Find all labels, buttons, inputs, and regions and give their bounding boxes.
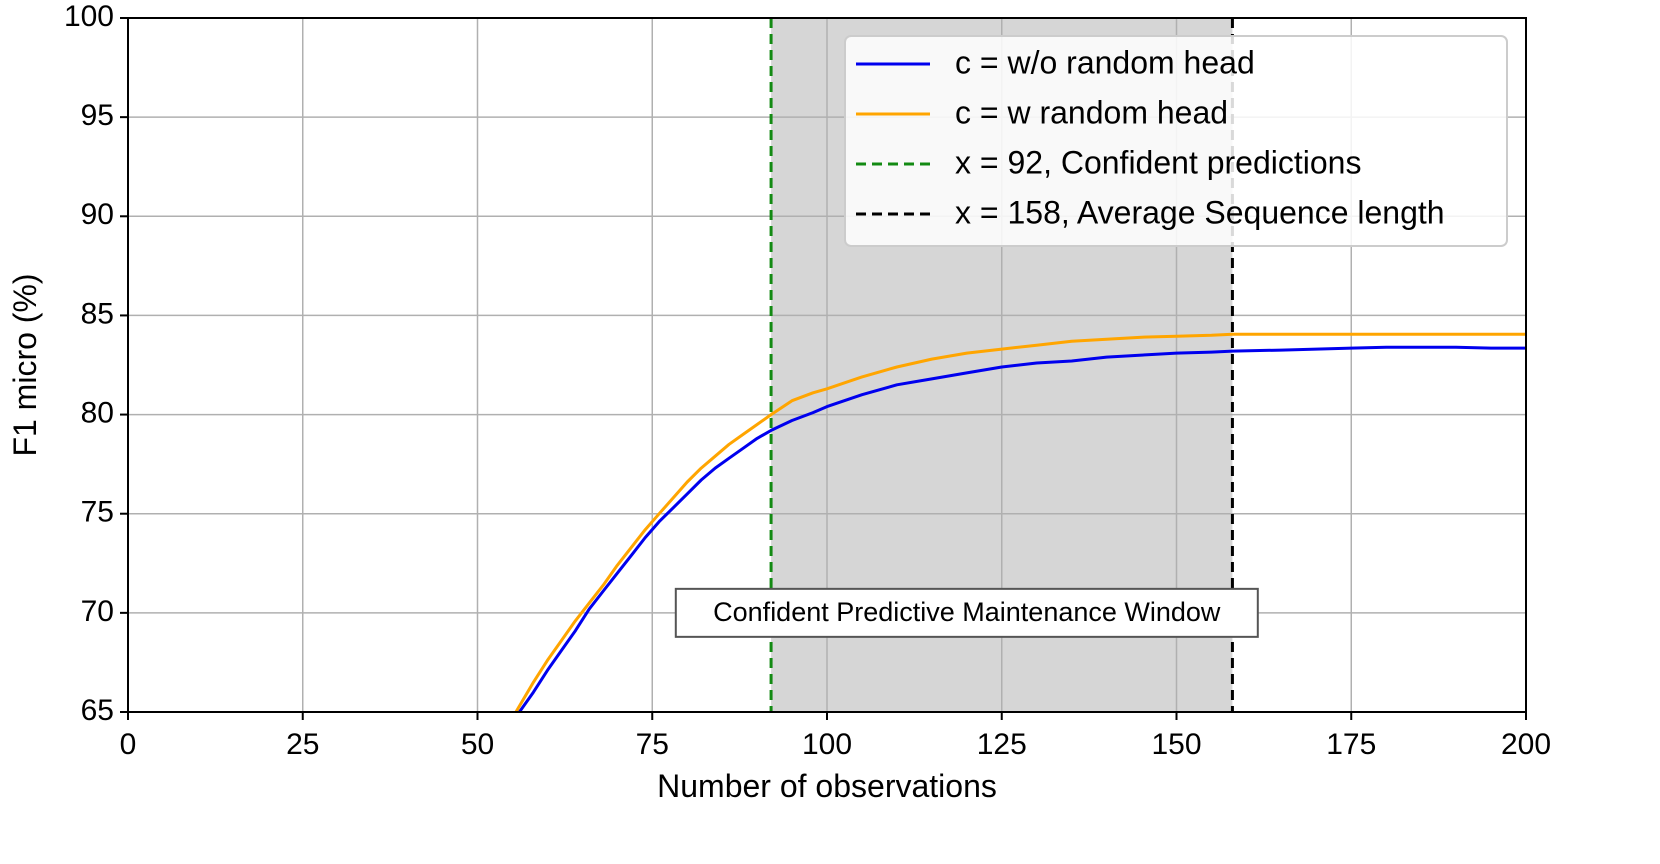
y-tick-label: 85 [81,297,114,330]
series-line-1 [514,332,1526,713]
y-tick-label: 80 [81,396,114,429]
series-line-0 [518,345,1526,713]
x-tick-label: 75 [636,728,669,761]
y-tick-label: 75 [81,496,114,529]
x-tick-label: 50 [461,728,494,761]
x-tick-label: 200 [1501,728,1551,761]
x-tick-label: 150 [1151,728,1201,761]
x-tick-label: 25 [286,728,319,761]
legend: c = w/o random head c = w random head x … [844,35,1508,247]
legend-label-vline-92: x = 92, Confident predictions [955,144,1361,180]
y-axis-label: F1 micro (%) [7,273,43,456]
x-tick-label: 175 [1326,728,1376,761]
annotation-text: Confident Predictive Maintenance Window [713,597,1221,627]
x-tick-label: 0 [120,728,137,761]
y-tick-label: 95 [81,99,114,132]
legend-label-series-0: c = w/o random head [955,44,1255,80]
y-tick-label: 65 [81,694,114,727]
x-tick-label: 125 [977,728,1027,761]
x-tick-label: 100 [802,728,852,761]
y-tick-label: 100 [64,0,114,33]
legend-label-vline-158: x = 158, Average Sequence length [955,194,1445,230]
x-axis-label: Number of observations [657,768,997,804]
y-tick-label: 90 [81,198,114,231]
legend-label-series-1: c = w random head [955,94,1228,130]
annotation-box: Confident Predictive Maintenance Window [674,587,1259,638]
y-tick-label: 70 [81,595,114,628]
